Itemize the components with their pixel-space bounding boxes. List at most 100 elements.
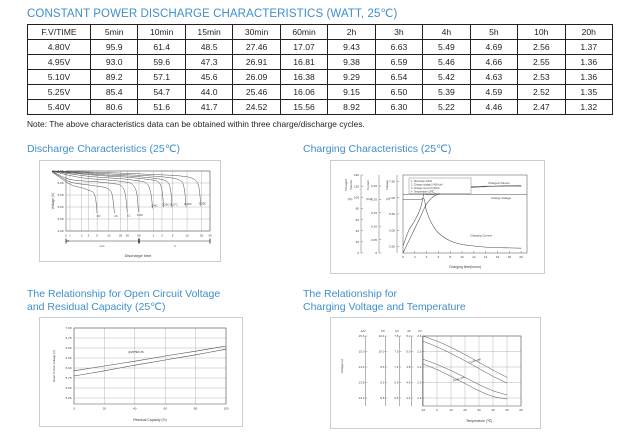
ocv-curves (73, 345, 227, 377)
table-header-cell: F.V/TIME (27, 24, 91, 40)
charging-legend-item: 1. Discharge:100% (411, 180, 433, 183)
ocv-y-tick: 7.00 (66, 326, 72, 330)
ocv-y-tick: 5.25 (66, 396, 72, 400)
table-header-cell: 4h (422, 24, 471, 40)
discharge-y-tick: 5.50 (58, 193, 64, 197)
charging-current-tick: 0.05 (371, 238, 377, 242)
discharge-curve-label: 0.25C (162, 203, 170, 207)
charging-current-tick: 0.10 (371, 224, 377, 228)
cvt-gridlines (422, 335, 522, 406)
cvt-title-line1: The Relationship for (303, 288, 397, 300)
ocv-y-tick: 6.25 (66, 356, 72, 360)
cvt-scale-tick: 6.6 (394, 396, 399, 400)
ocv-y-tick: 6.00 (66, 366, 72, 370)
cvt-scale-header: 9V (381, 329, 385, 333)
cvt-scale-tick: 5.2 (406, 334, 411, 338)
table-row-header-cell: 4.95V (27, 54, 91, 70)
table-header-cell: 20h (564, 24, 614, 40)
cvt-x-tick: 50 (505, 408, 509, 412)
table-cell: 9.15 (327, 84, 376, 100)
charging-curve-label: Charging Current (470, 234, 492, 238)
table-cell: 89.2 (89, 69, 139, 85)
cvt-curve-label: Float use (452, 375, 465, 383)
discharge-x-tick: 20 (200, 234, 204, 238)
ocv-chart-frame: 7.00 6.75 6.50 6.25 6.00 5.75 5.50 5.25 0 20 40 60… (39, 317, 243, 427)
table-cell: 2.52 (517, 84, 566, 100)
table-body: F.V/TIME 5min 10min 15min 30min 60min 2h 3h 4h 5h… (27, 24, 614, 115)
cvt-x-tick: 40 (491, 408, 495, 412)
charging-axis-title-volume-2: Volume (349, 180, 353, 190)
table-cell: 5.22 (422, 99, 471, 115)
cvt-x-tick: 0 (436, 408, 438, 412)
discharge-y-tick: 6.00 (58, 181, 64, 185)
charging-voltage-tick: 7.00 (389, 196, 395, 200)
table-cell: 9.38 (327, 54, 376, 70)
charging-axis-unit-current: (CA) (366, 197, 372, 201)
charging-x-tick: 18 (508, 255, 512, 259)
cvt-chart-title: The Relationship for Charging Voltage an… (303, 288, 466, 314)
table-cell: 6.59 (374, 54, 424, 70)
cvt-scale-tick: 7.8 (394, 334, 399, 338)
charging-axis-unit-voltage: (V) (386, 197, 390, 201)
cvt-scale-tick: 14.4 (359, 365, 365, 369)
charging-curve-label: Charge Voltage (491, 196, 511, 200)
table-cell: 45.6 (184, 69, 234, 85)
table-header-cell: 15min (184, 24, 234, 40)
ocv-x-tick: 100 (223, 407, 228, 411)
cvt-x-tick: 60 (519, 408, 523, 412)
table-cell: 44.0 (184, 84, 234, 100)
table-cell: 16.06 (279, 84, 329, 100)
ocv-x-tick: 80 (194, 407, 198, 411)
ocv-x-tick: 60 (164, 407, 168, 411)
charging-axis-titles: Charged Volume Current Voltage (%) (CA) … (344, 179, 390, 201)
ocv-y-tick: 6.50 (66, 346, 72, 350)
table-cell: 2.53 (517, 69, 566, 85)
discharge-curve-label: 1C (127, 213, 131, 217)
table-cell: 27.46 (232, 39, 281, 55)
charging-voltage-tick: 5.50 (389, 245, 395, 249)
table-header-cell: 10min (137, 24, 186, 40)
cvt-scale-tick: 4.8 (406, 365, 411, 369)
discharge-x-tick: 1 (69, 234, 71, 238)
charging-axis-title-current: Current (366, 180, 370, 190)
cvt-scale-header: 2V (418, 329, 422, 333)
charging-x-tick: 16 (496, 255, 500, 259)
discharge-x-tick: 60 (137, 234, 141, 238)
table-cell: 93.0 (89, 54, 139, 70)
discharge-x-tick-labels: 0 1 2 3 5 10 20 30 60 2 3 5 10 20 30 (65, 234, 212, 238)
charging-axis-title-voltage: Voltage (385, 180, 389, 190)
ocv-y-tick: 5.50 (66, 386, 72, 390)
charging-x-tick: 14 (484, 255, 488, 259)
table-cell: 4.46 (469, 99, 519, 115)
charging-voltage-tick: 7.50 (389, 180, 395, 184)
charging-x-tick: 2 (414, 255, 416, 259)
table-cell: 4.66 (469, 54, 519, 70)
discharge-curve-labels: 3C 2C 1C 0.6C 0.4C 0.25C 0.17C 0.09C 0.05C (97, 201, 207, 218)
discharge-y-tick: 4.50 (58, 217, 64, 221)
table-row: 5.10V 89.2 57.1 45.6 26.09 16.38 9.29 6.54 5.42 4… (27, 69, 614, 85)
table-row: 5.40V 80.6 51.6 41.7 24.52 15.56 8.92 6.30 5.22 4… (27, 99, 614, 115)
table-cell: 1.37 (564, 39, 614, 55)
table-cell: 4.59 (469, 84, 519, 100)
discharge-x-tick: 5 (172, 234, 174, 238)
table-cell: 26.91 (232, 54, 281, 70)
table-row: 4.95V 93.0 59.6 47.3 26.91 16.81 9.38 6.59 5.46 4… (27, 54, 614, 70)
cvt-scale-tick: 8.8 (380, 396, 385, 400)
cvt-scale-tick: 2.6 (417, 334, 422, 338)
cvt-scale-tick: 2.5 (417, 350, 422, 354)
table-cell: 16.81 (279, 54, 329, 70)
discharge-curve-label: 2C (114, 214, 118, 218)
charging-legend-box: 1. Discharge:100%2. Charge voltage:2.40V… (408, 177, 472, 194)
cvt-scale-tick: 10.0 (379, 350, 385, 354)
table-cell: 9.43 (327, 39, 376, 55)
cvt-scale-tick: 15.6 (359, 334, 365, 338)
table-cell: 61.4 (137, 39, 186, 55)
table-header-cell: 2h (327, 24, 376, 40)
discharge-band-min-label: min (100, 244, 105, 248)
discharge-chart-title: Discharge Characteristics (25℃) (27, 143, 181, 155)
table-cell: 16.38 (279, 69, 329, 85)
charging-voltage-tick: 6.50 (389, 212, 395, 216)
discharge-x-tick: 3 (161, 234, 163, 238)
